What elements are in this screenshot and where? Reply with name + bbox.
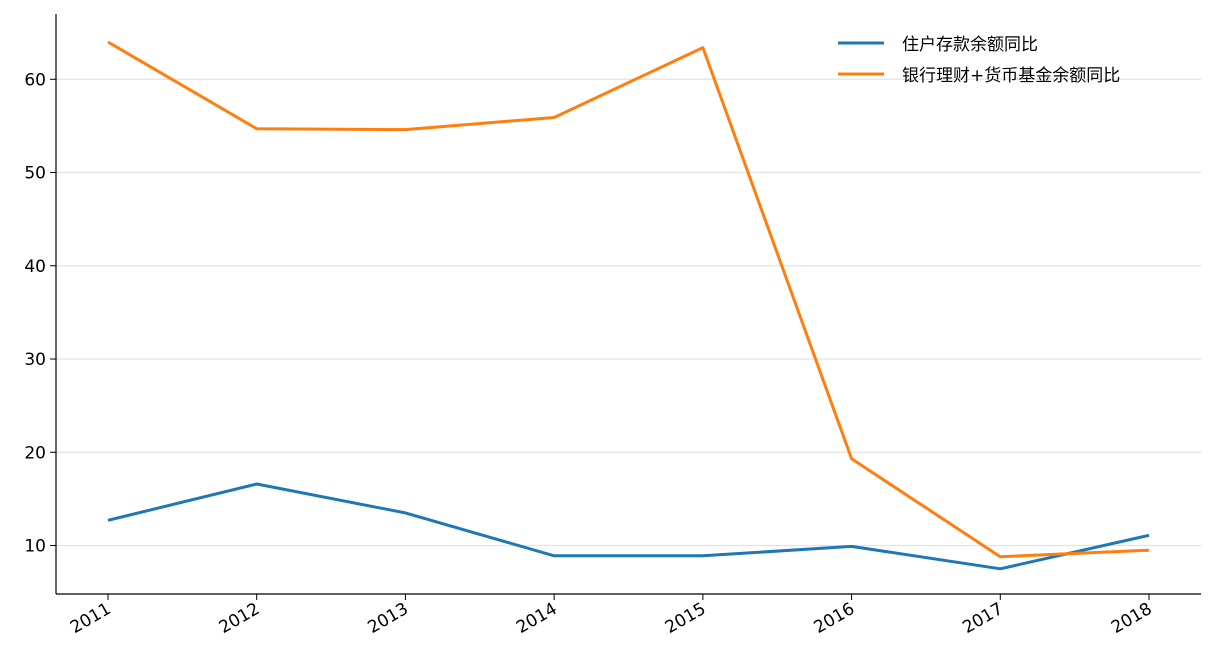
y-tick-label-10: 10: [24, 537, 46, 557]
series-line-1: [107, 482, 1150, 571]
x-tick-label-2016: 2016: [811, 599, 858, 638]
y-tick-label-20: 20: [24, 443, 46, 463]
y-tick-label-60: 60: [24, 70, 46, 90]
x-tick-label-2012: 2012: [216, 599, 263, 638]
y-tick-label-30: 30: [24, 350, 46, 370]
legend: 住户存款余额同比 银行理财+货币基金余额同比: [838, 35, 1120, 86]
y-tick-label-40: 40: [24, 257, 46, 277]
x-tick-label-2017: 2017: [959, 599, 1006, 638]
y-tick-label-50: 50: [24, 164, 46, 184]
tick-labels: 10 20 30 40 50 60 2011 2012 2013 2014 2015 2016 2017…: [24, 70, 1155, 638]
x-tick-label-2015: 2015: [662, 599, 709, 638]
series-line-2: [107, 40, 1150, 559]
x-tick-label-2014: 2014: [513, 599, 560, 638]
series-lines: [107, 40, 1150, 571]
legend-label-series-1: 住户存款余额同比: [902, 35, 1038, 55]
gridlines: [56, 78, 1201, 547]
legend-label-series-2: 银行理财+货币基金余额同比: [902, 66, 1120, 86]
x-tick-label-2018: 2018: [1108, 599, 1155, 638]
x-tick-label-2011: 2011: [67, 599, 114, 638]
x-tick-label-2013: 2013: [364, 599, 411, 638]
axes: [55, 14, 1201, 595]
